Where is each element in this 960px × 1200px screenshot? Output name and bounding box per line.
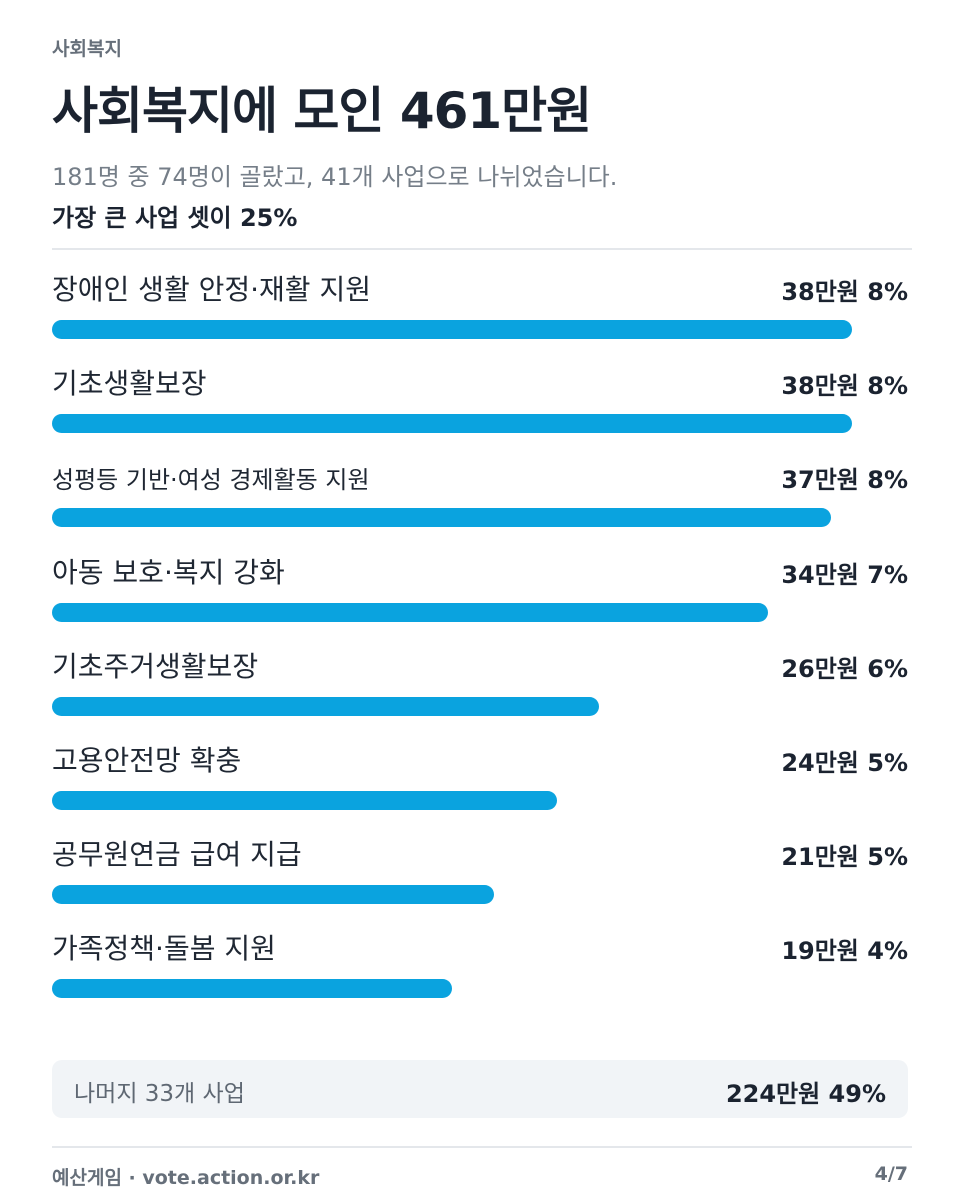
item-bar xyxy=(52,602,768,622)
footer-source: 예산게임 · vote.action.or.kr xyxy=(52,1167,320,1189)
item-percent: 6% xyxy=(867,654,908,683)
item-amount: 38만원 xyxy=(781,372,859,401)
item-percent: 5% xyxy=(867,748,908,777)
item-amount-percent: 24만원 5% xyxy=(781,743,908,778)
top-divider xyxy=(52,248,912,250)
item-label: 고용안전망 확충 xyxy=(52,743,242,777)
budget-item-list: 장애인 생활 안정·재활 지원 38만원 8% 기초생활보장 38만원 8% 성… xyxy=(52,256,908,1010)
budget-item-row: 가족정책·돌봄 지원 19만원 4% xyxy=(52,915,908,1009)
item-amount: 34만원 xyxy=(781,560,859,589)
item-amount: 19만원 xyxy=(781,937,859,966)
item-percent: 5% xyxy=(867,843,908,872)
item-amount: 26만원 xyxy=(781,654,859,683)
budget-item-row: 기초주거생활보장 26만원 6% xyxy=(52,633,908,727)
item-amount-percent: 34만원 7% xyxy=(781,555,908,590)
item-bar xyxy=(52,885,494,905)
item-percent: 8% xyxy=(867,466,908,495)
bottom-divider xyxy=(52,1146,912,1148)
item-amount-percent: 38만원 8% xyxy=(781,272,908,307)
page-title: 사회복지에 모인 461만원 xyxy=(52,82,592,140)
item-amount-percent: 21만원 5% xyxy=(781,837,908,872)
item-amount-percent: 26만원 6% xyxy=(781,649,908,684)
budget-item-row: 공무원연금 급여 지급 21만원 5% xyxy=(52,821,908,915)
budget-item-row: 아동 보호·복지 강화 34만원 7% xyxy=(52,539,908,633)
item-amount: 38만원 xyxy=(781,278,859,306)
remaining-items-label: 나머지 33개 사업 xyxy=(74,1081,245,1107)
item-label: 공무원연금 급여 지급 xyxy=(52,838,302,872)
item-bar xyxy=(52,414,852,434)
item-percent: 8% xyxy=(867,372,908,401)
item-bar xyxy=(52,979,452,999)
item-percent: 4% xyxy=(867,937,908,966)
item-amount-percent: 19만원 4% xyxy=(781,931,908,966)
item-amount-percent: 37만원 8% xyxy=(781,460,908,495)
item-bar xyxy=(52,790,557,810)
item-label: 가족정책·돌봄 지원 xyxy=(52,932,276,966)
item-label: 아동 보호·복지 강화 xyxy=(52,555,285,589)
budget-item-row: 고용안전망 확충 24만원 5% xyxy=(52,727,908,821)
item-percent: 8% xyxy=(867,278,908,306)
item-bar xyxy=(52,508,831,528)
budget-item-row: 기초생활보장 38만원 8% xyxy=(52,350,908,444)
item-amount: 37만원 xyxy=(781,466,859,495)
item-percent: 7% xyxy=(867,560,908,589)
item-label: 기초생활보장 xyxy=(52,367,207,401)
headline: 가장 큰 사업 셋이 25% xyxy=(52,204,298,232)
item-label: 장애인 생활 안정·재활 지원 xyxy=(52,273,371,306)
item-label: 성평등 기반·여성 경제활동 지원 xyxy=(52,466,370,495)
remaining-items-value: 224만원 49% xyxy=(725,1080,886,1108)
remaining-items-box: 나머지 33개 사업 224만원 49% xyxy=(52,1060,908,1118)
item-amount: 21만원 xyxy=(781,843,859,872)
item-amount: 24만원 xyxy=(781,748,859,777)
page-indicator: 4/7 xyxy=(874,1163,908,1185)
item-bar xyxy=(52,696,599,716)
budget-item-row: 장애인 생활 안정·재활 지원 38만원 8% xyxy=(52,256,908,350)
item-bar xyxy=(52,320,852,339)
item-amount-percent: 38만원 8% xyxy=(781,366,908,401)
item-label: 기초주거생활보장 xyxy=(52,649,259,683)
subtitle: 181명 중 74명이 골랐고, 41개 사업으로 나뉘었습니다. xyxy=(52,163,618,191)
category-label: 사회복지 xyxy=(52,38,122,60)
budget-item-row: 성평등 기반·여성 경제활동 지원 37만원 8% xyxy=(52,444,908,538)
